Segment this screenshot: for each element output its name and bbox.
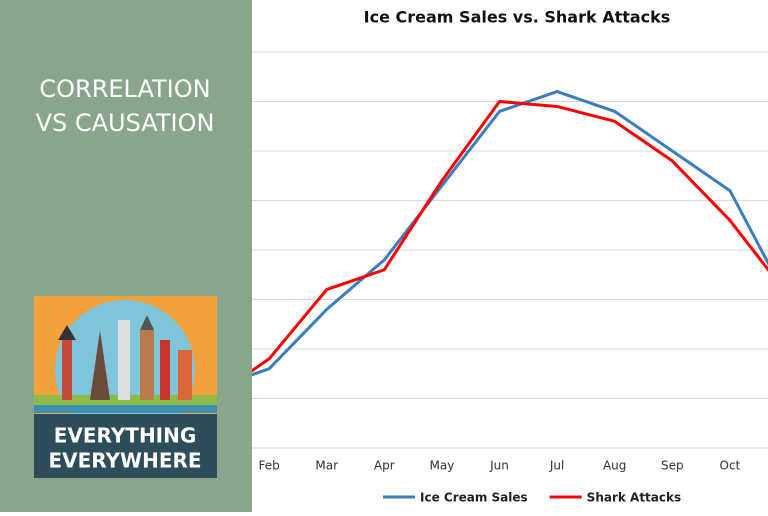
plot-area: [212, 92, 768, 399]
logo-text: EVERYTHING: [54, 424, 197, 448]
x-tick-label: Jun: [489, 459, 509, 473]
x-tick-label: Feb: [258, 459, 279, 473]
x-tick-label: Apr: [374, 459, 395, 473]
chart-title: Ice Cream Sales vs. Shark Attacks: [364, 8, 671, 27]
heading: CORRELATION: [39, 75, 210, 103]
logo: EVERYTHING EVERYWHERE: [34, 296, 217, 478]
legend-label: Ice Cream Sales: [420, 491, 528, 505]
x-tick-label: May: [429, 459, 454, 473]
x-tick-label: Jul: [549, 459, 564, 473]
heading: VS CAUSATION: [36, 109, 215, 137]
x-tick-label: Aug: [603, 459, 626, 473]
x-tick-label: Sep: [661, 459, 684, 473]
logo-text: EVERYWHERE: [48, 449, 201, 473]
x-tick-label: Oct: [720, 459, 741, 473]
legend-label: Shark Attacks: [587, 491, 681, 505]
series-line: [212, 92, 768, 389]
x-tick-label: Mar: [315, 459, 338, 473]
